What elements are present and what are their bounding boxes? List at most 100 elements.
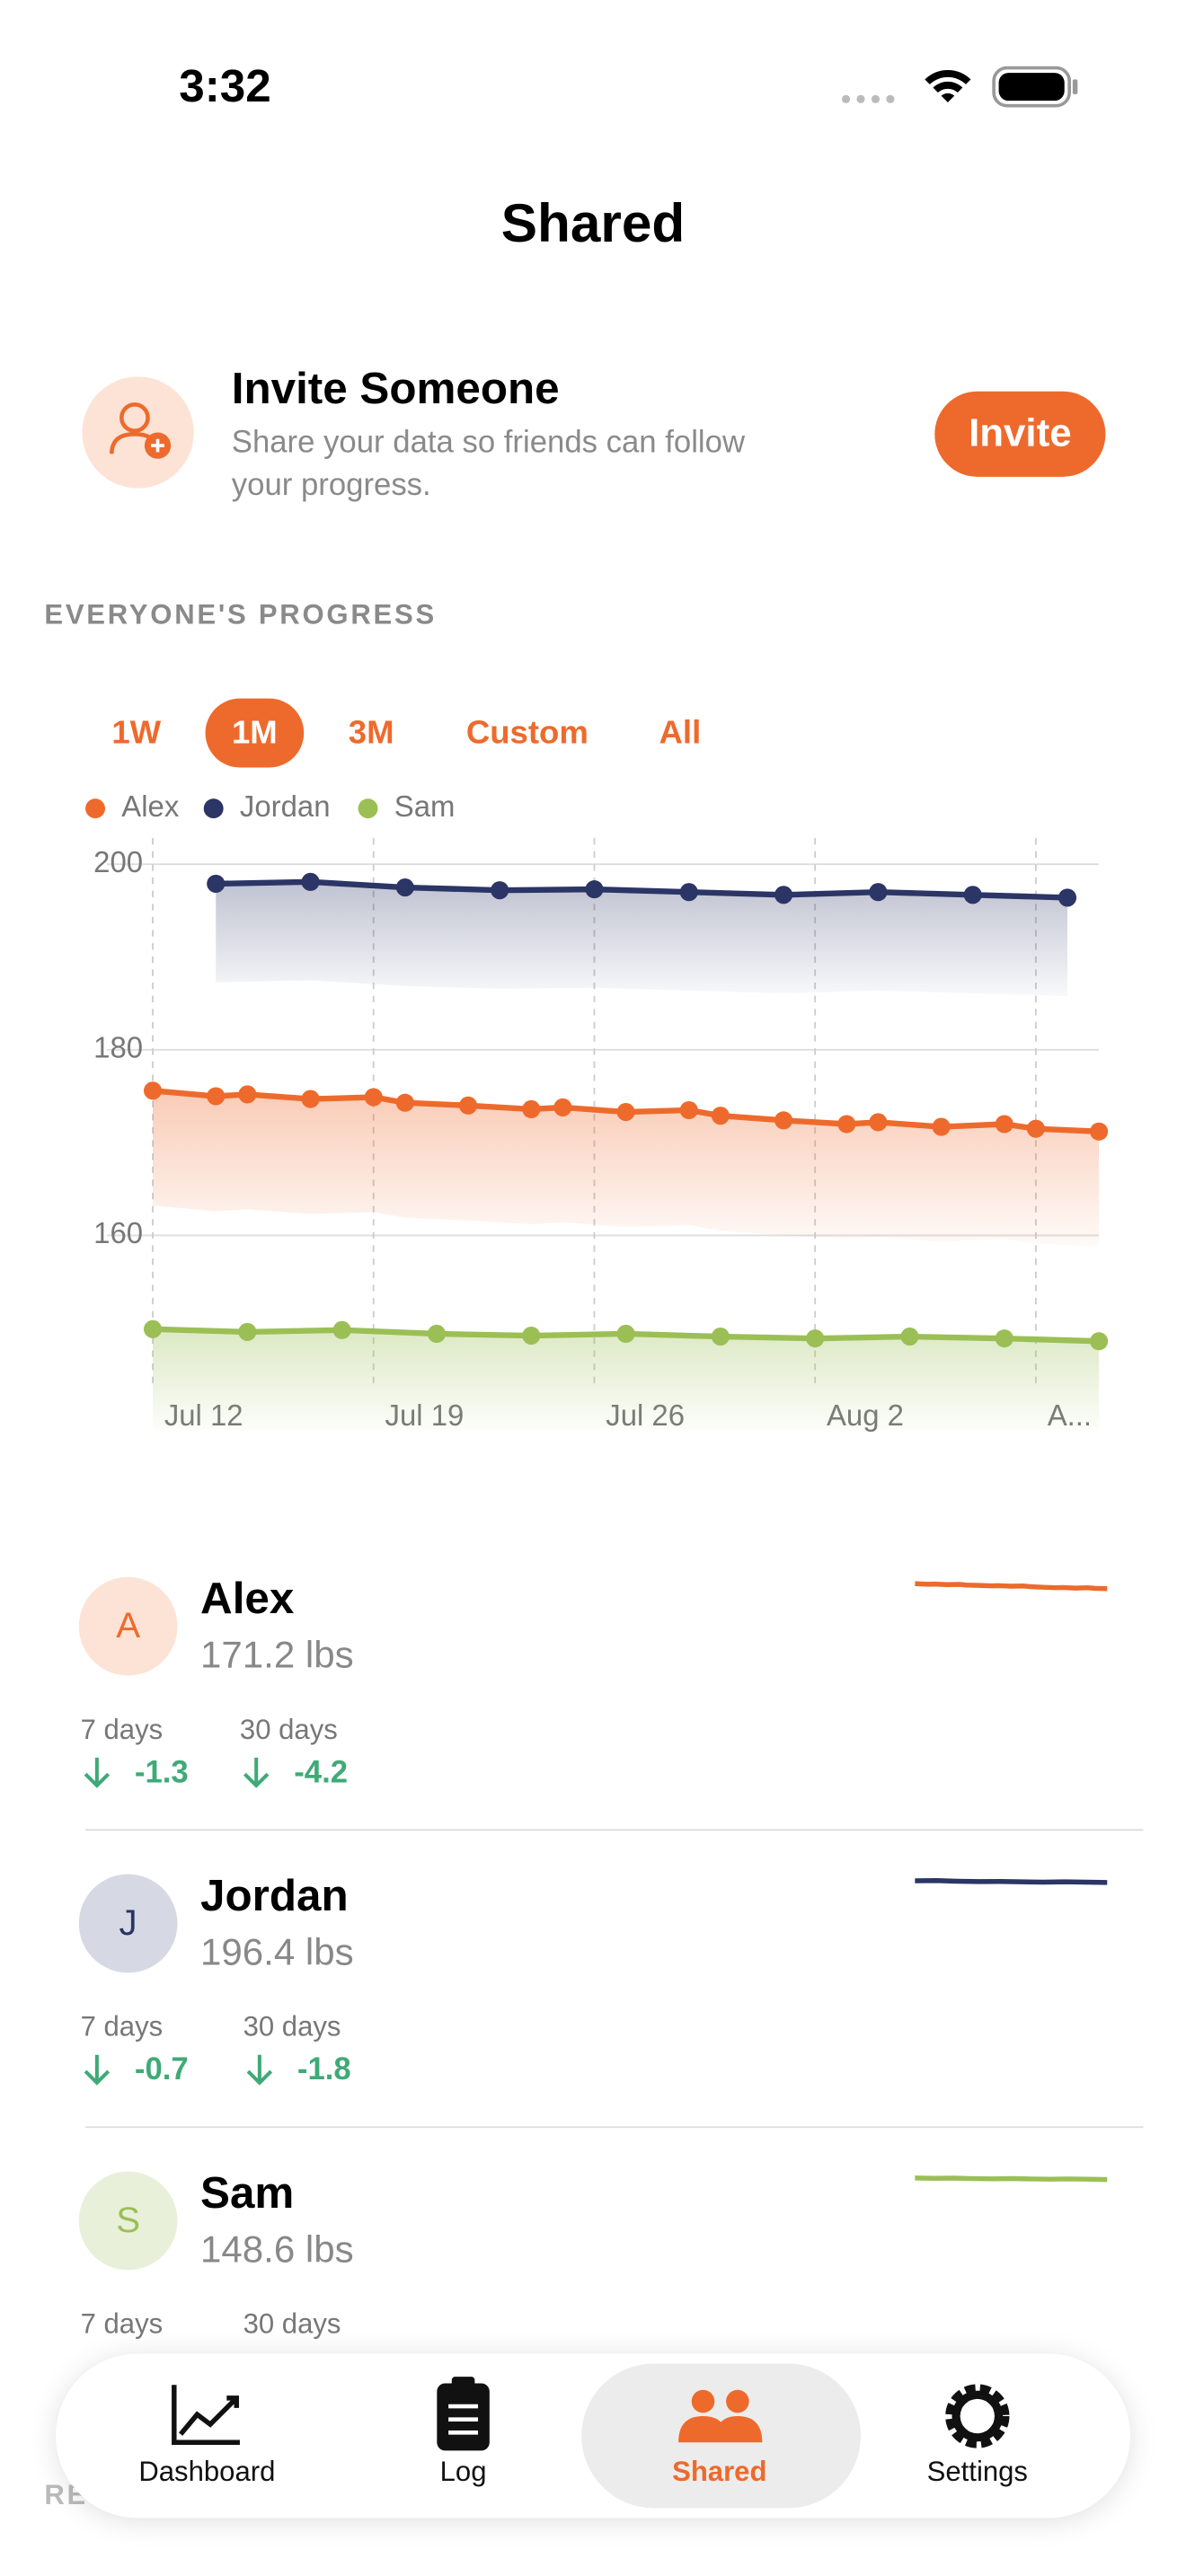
- invite-button[interactable]: [934, 391, 1106, 477]
- avatar-initial: S: [116, 2200, 140, 2240]
- avatar-initial: J: [119, 1902, 137, 1943]
- section-label: EVERYONE'S PROGRESS: [44, 598, 437, 630]
- point: [427, 1324, 447, 1344]
- point: [995, 1115, 1013, 1134]
- invite-card: Invite Someone Share your data so friend…: [82, 364, 1106, 502]
- chart: 160180200Jul 12Jul 19Jul 26Aug 2A...Alex…: [85, 790, 1109, 1432]
- person-name: Jordan: [200, 1871, 349, 1920]
- legend-swatch: [85, 798, 106, 819]
- status-time: 3:32: [179, 60, 270, 111]
- point: [364, 1088, 383, 1107]
- arrow-icon: [246, 2054, 273, 2086]
- point: [491, 881, 509, 900]
- tab-icon[interactable]: [437, 2377, 490, 2451]
- person-name: Sam: [200, 2168, 294, 2218]
- point: [238, 1085, 257, 1104]
- invite-text: your progress.: [232, 468, 431, 502]
- range-selector: 1W 1M 3M Custom All: [111, 698, 702, 768]
- person-name: Alex: [200, 1574, 295, 1623]
- change-period: 30 days: [243, 2011, 341, 2042]
- tab-label[interactable]: Dashboard: [138, 2456, 275, 2487]
- area: [153, 1328, 1100, 1430]
- arrow-icon: [243, 1757, 270, 1788]
- point: [143, 1081, 163, 1100]
- arrow-icon: [84, 2054, 111, 2086]
- area: [216, 881, 1068, 997]
- y-tick-label: 180: [93, 1031, 143, 1064]
- point: [238, 1322, 257, 1341]
- avatar-initial: A: [116, 1605, 140, 1645]
- legend-label: Alex: [121, 790, 180, 823]
- sparkline: [915, 1581, 1108, 1592]
- tab-icon[interactable]: [172, 2385, 240, 2446]
- point: [995, 1329, 1013, 1348]
- range-option[interactable]: 1M: [232, 714, 278, 751]
- point: [207, 1087, 226, 1106]
- point: [837, 1115, 856, 1134]
- person-weight: 196.4 lbs: [200, 1930, 354, 1972]
- people-list: A Alex 171.2 lbs 7 days -1.3 30 days -4.2 J Jord…: [78, 1574, 1144, 2340]
- avatar: [78, 2171, 178, 2271]
- legend-label: Sam: [394, 790, 456, 823]
- tab-icon[interactable]: [678, 2389, 763, 2443]
- point: [963, 886, 982, 904]
- status-icons: [841, 66, 1078, 108]
- change-value: -4.2: [294, 1755, 348, 1789]
- change-period: 7 days: [81, 2011, 164, 2042]
- tab-label[interactable]: Shared: [672, 2456, 766, 2487]
- point: [869, 1113, 888, 1132]
- point: [774, 1111, 793, 1130]
- invite-button-label[interactable]: Invite: [969, 411, 1072, 455]
- tab-bar: Dashboard Log Shared Settings: [56, 2353, 1130, 2519]
- avatar: [78, 1576, 178, 1676]
- point: [458, 1096, 478, 1115]
- range-option[interactable]: 1W: [111, 714, 161, 751]
- change-period: 30 days: [240, 1714, 338, 1745]
- y-tick-label: 200: [93, 845, 143, 878]
- legend-swatch: [203, 798, 224, 819]
- change-value: -1.3: [135, 1755, 189, 1789]
- sparkline: [915, 1878, 1108, 1885]
- point: [143, 1319, 163, 1338]
- range-option[interactable]: 3M: [349, 714, 394, 751]
- point: [301, 872, 320, 891]
- avatar: [78, 1874, 178, 1973]
- person-weight: 148.6 lbs: [200, 2228, 354, 2270]
- change-period: 7 days: [81, 1714, 164, 1745]
- point: [616, 1324, 635, 1344]
- range-option[interactable]: Custom: [466, 714, 589, 751]
- point: [522, 1099, 541, 1119]
- point: [332, 1320, 351, 1339]
- legend-label: Jordan: [240, 790, 331, 823]
- invite-text: Share your data so friends can follow: [232, 425, 746, 459]
- point: [711, 1107, 730, 1125]
- point: [1058, 888, 1077, 907]
- point: [711, 1328, 730, 1346]
- point: [1090, 1332, 1109, 1351]
- invite-title: Invite Someone: [232, 364, 560, 413]
- change-period: 30 days: [243, 2308, 341, 2340]
- point: [207, 874, 226, 893]
- change-value: -0.7: [135, 2052, 189, 2086]
- point: [869, 883, 888, 902]
- arrow-icon: [84, 1757, 111, 1788]
- point: [522, 1326, 541, 1345]
- page-title: Shared: [501, 192, 686, 253]
- point: [553, 1098, 572, 1116]
- change-period: 7 days: [81, 2308, 164, 2340]
- point: [1026, 1119, 1045, 1138]
- tab-label[interactable]: Settings: [927, 2456, 1028, 2487]
- point: [806, 1329, 825, 1348]
- point: [395, 878, 414, 897]
- person-weight: 171.2 lbs: [200, 1633, 354, 1675]
- range-option[interactable]: All: [659, 714, 702, 751]
- area: [153, 1090, 1100, 1247]
- range-pill[interactable]: [205, 698, 305, 768]
- y-tick-label: 160: [93, 1216, 143, 1249]
- tab-icon[interactable]: [945, 2384, 1010, 2448]
- point: [679, 1100, 698, 1120]
- tab-label[interactable]: Log: [440, 2456, 487, 2487]
- point: [774, 886, 793, 904]
- point: [1090, 1122, 1109, 1141]
